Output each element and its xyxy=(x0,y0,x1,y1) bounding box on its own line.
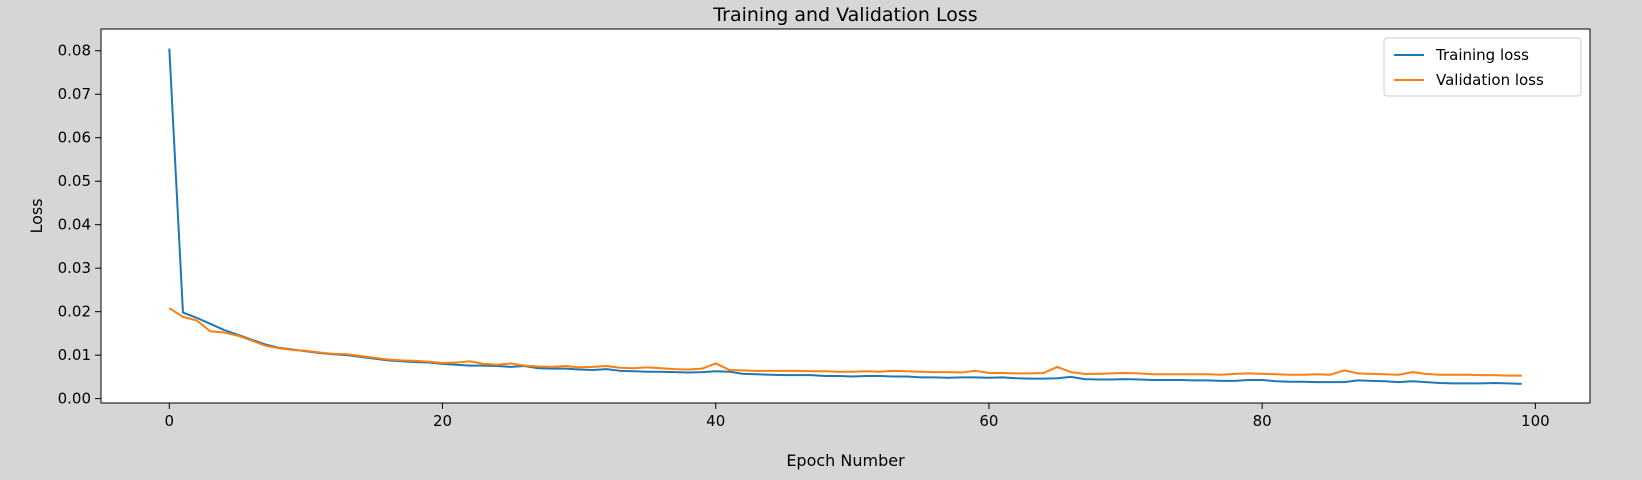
x-tick-label: 0 xyxy=(165,412,175,430)
x-tick-label: 80 xyxy=(1253,412,1272,430)
chart-title: Training and Validation Loss xyxy=(712,4,977,26)
y-tick-label: 0.06 xyxy=(58,129,91,147)
legend-label-validation: Validation loss xyxy=(1436,71,1544,89)
y-tick-label: 0.05 xyxy=(58,172,91,190)
plot-area xyxy=(101,29,1590,403)
y-axis-label: Loss xyxy=(27,198,46,233)
x-axis-label: Epoch Number xyxy=(786,451,905,470)
y-tick-label: 0.07 xyxy=(58,85,91,103)
y-tick-label: 0.00 xyxy=(58,390,91,408)
plot-frame xyxy=(100,28,1591,404)
y-tick-label: 0.03 xyxy=(58,259,91,277)
legend-box xyxy=(1383,37,1582,97)
x-tick-label: 100 xyxy=(1521,412,1550,430)
series-lines xyxy=(168,48,1522,385)
legend-label-training: Training loss xyxy=(1435,46,1529,64)
legend: Training loss Validation loss xyxy=(1383,37,1582,97)
y-tick-label: 0.01 xyxy=(58,346,91,364)
series-line-1 xyxy=(168,307,1522,377)
y-axis-ticks: 0.00 0.01 0.02 0.03 0.04 0.05 0.06 0.07 0.08 xyxy=(58,42,101,408)
x-tick-label: 40 xyxy=(706,412,725,430)
x-tick-label: 20 xyxy=(433,412,452,430)
y-tick-label: 0.08 xyxy=(58,42,91,60)
y-tick-label: 0.02 xyxy=(58,303,91,321)
y-tick-label: 0.04 xyxy=(58,216,91,234)
x-tick-label: 60 xyxy=(979,412,998,430)
x-axis-ticks: 0 20 40 60 80 100 xyxy=(165,403,1550,430)
